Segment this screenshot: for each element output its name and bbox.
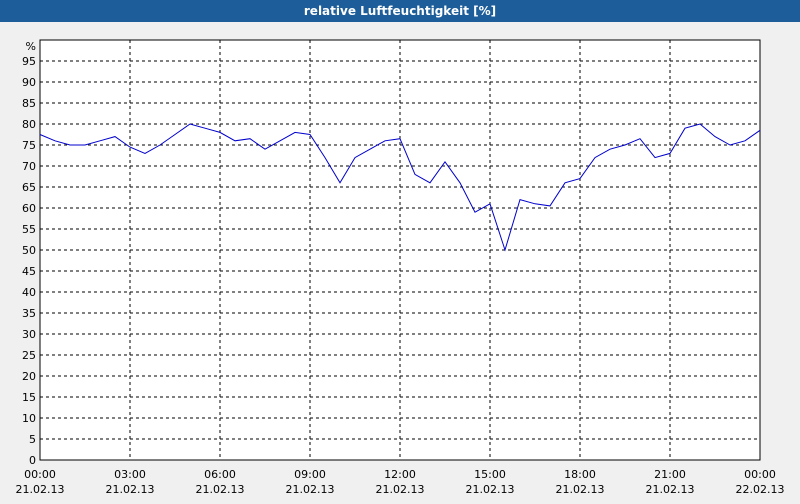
y-tick-label: 55 <box>22 223 36 236</box>
x-tick-label: 03:00 21.02.13 <box>106 468 155 496</box>
y-tick-label: 60 <box>22 202 36 215</box>
title-bar <box>0 0 800 22</box>
y-tick-label: 90 <box>22 76 36 89</box>
y-tick-label: 10 <box>22 412 36 425</box>
x-tick-label: 21:00 21.02.13 <box>646 468 695 496</box>
y-tick-label: 40 <box>22 286 36 299</box>
y-tick-label: 30 <box>22 328 36 341</box>
x-tick-label: 09:00 21.02.13 <box>286 468 335 496</box>
y-tick-label: 65 <box>22 181 36 194</box>
y-tick-label: 50 <box>22 244 36 257</box>
x-tick-label: 18:00 21.02.13 <box>556 468 605 496</box>
chart-title: relative Luftfeuchtigkeit [%] <box>304 4 496 18</box>
y-tick-label: 20 <box>22 370 36 383</box>
y-tick-label: 80 <box>22 118 36 131</box>
y-unit: % <box>26 40 36 53</box>
x-tick-label: 00:00 21.02.13 <box>16 468 65 496</box>
y-tick-label: 95 <box>22 55 36 68</box>
y-tick-label: 5 <box>29 433 36 446</box>
x-tick-label: 00:00 22.02.13 <box>736 468 785 496</box>
y-tick-label: 45 <box>22 265 36 278</box>
y-tick-label: 35 <box>22 307 36 320</box>
y-tick-label: 25 <box>22 349 36 362</box>
y-tick-label: 85 <box>22 97 36 110</box>
x-tick-label: 12:00 21.02.13 <box>376 468 425 496</box>
x-tick-label: 15:00 21.02.13 <box>466 468 515 496</box>
y-tick-label: 70 <box>22 160 36 173</box>
data-line <box>39 123 761 252</box>
x-tick-label: 06:00 21.02.13 <box>196 468 245 496</box>
y-tick-label: 0 <box>29 454 36 467</box>
y-tick-label: 75 <box>22 139 36 152</box>
y-tick-label: 15 <box>22 391 36 404</box>
